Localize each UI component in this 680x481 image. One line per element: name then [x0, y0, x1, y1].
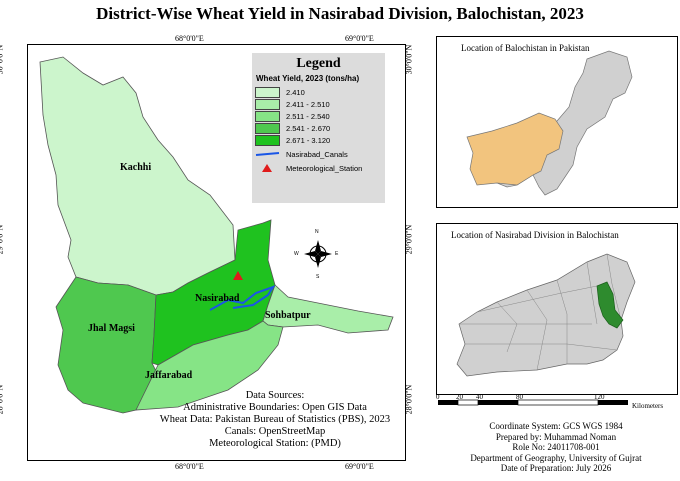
south-label: S	[316, 274, 320, 280]
legend-row: 2.541 - 2.670	[255, 122, 385, 134]
north-label: N	[315, 229, 319, 235]
nasirabad-division-region	[596, 281, 624, 329]
meteorological-station-marker	[233, 271, 243, 280]
balochistan-region	[466, 112, 564, 186]
legend-row: 2.410	[255, 86, 385, 98]
legend-row: 2.511 - 2.540	[255, 110, 385, 122]
label-nasirabad: Nasirabad	[195, 293, 240, 304]
lon-tick-bottom-68: 68°0'0"E	[175, 462, 204, 471]
info-line: Prepared by: Muhammad Noman	[495, 431, 617, 442]
scale-tick: 40	[476, 393, 483, 401]
map-title: District-Wise Wheat Yield in Nasirabad D…	[96, 4, 584, 23]
info-line: Department of Geography, University of G…	[470, 452, 642, 463]
legend-swatch	[255, 134, 280, 146]
legend-swatch	[255, 110, 280, 122]
lat-tick-left-29: 29°0'0"N	[0, 224, 5, 255]
scale-bar	[438, 399, 628, 406]
map-info-block: Coordinate System: GCS WGS 1984 Prepared…	[436, 421, 676, 474]
legend-swatch	[255, 122, 280, 134]
main-map	[39, 56, 394, 414]
data-sources: Data Sources: Administrative Boundaries:…	[140, 390, 410, 450]
sources-line: Canals: OpenStreetMap	[224, 426, 326, 437]
legend-row-canals: Nasirabad_Canals	[255, 148, 385, 160]
lon-tick-top-69: 69°0'0"E	[345, 34, 374, 43]
lon-tick-top-68: 68°0'0"E	[175, 34, 204, 43]
canal-line-icon	[255, 151, 280, 156]
lon-tick-bottom-69: 69°0'0"E	[345, 462, 374, 471]
legend-label: 2.411 - 2.510	[286, 99, 330, 109]
legend-label: 2.541 - 2.670	[286, 123, 331, 133]
lat-tick-right-29: 29°0'0"N	[404, 224, 414, 255]
legend-swatch	[255, 98, 280, 110]
west-label: W	[294, 251, 299, 257]
triangle-icon	[262, 164, 272, 172]
inset-pakistan-title: Location of Balochistan in Pakistan	[461, 43, 590, 53]
district-sohbatpur	[262, 284, 394, 334]
scale-tick: 80	[516, 393, 523, 401]
sources-line: Administrative Boundaries: Open GIS Data	[183, 402, 367, 413]
lat-tick-left-30: 30°0'0"N	[0, 44, 5, 75]
inset-pakistan-map	[466, 50, 633, 196]
legend-row: 2.671 - 3.120	[255, 134, 385, 146]
sources-line: Meteorological Station: (PMD)	[209, 438, 341, 449]
scale-unit: Kilometers	[632, 402, 664, 410]
legend-label: 2.671 - 3.120	[286, 135, 331, 145]
inset-balochistan-map	[456, 253, 636, 377]
district-boundaries	[459, 253, 622, 371]
scale-tick: 20	[456, 393, 463, 401]
inset-balochistan-frame: Location of Nasirabad Division in Baloch…	[436, 223, 678, 395]
legend-row-station: Meteorological_Station	[255, 162, 385, 174]
legend-canals-label: Nasirabad_Canals	[286, 149, 348, 159]
legend-title: Legend	[296, 56, 341, 71]
legend-swatch	[255, 86, 280, 98]
legend-row: 2.411 - 2.510	[255, 98, 385, 110]
east-label: E	[335, 251, 339, 257]
label-jhal-magsi: Jhal Magsi	[88, 323, 135, 334]
canal-line	[209, 285, 276, 311]
label-kachhi: Kachhi	[120, 162, 152, 173]
legend-label: 2.410	[286, 87, 305, 97]
info-line: Date of Preparation: July 2026	[500, 463, 612, 473]
info-line: Coordinate System: GCS WGS 1984	[489, 421, 623, 431]
sources-heading: Data Sources:	[245, 390, 305, 401]
info-line: Role No: 24011708-001	[512, 442, 600, 452]
lat-tick-right-30: 30°0'0"N	[404, 44, 414, 75]
north-arrow-icon	[304, 240, 332, 268]
label-sohbatpur: Sohbatpur	[265, 310, 311, 321]
inset-pakistan-frame: Location of Balochistan in Pakistan	[436, 36, 678, 208]
lat-tick-left-28: 28°0'0"N	[0, 384, 5, 415]
district-jaffarabad	[135, 320, 284, 411]
legend-station-label: Meteorological_Station	[286, 163, 363, 173]
legend-subtitle: Wheat Yield, 2023 (tons/ha)	[256, 74, 360, 83]
legend-box: Legend Wheat Yield, 2023 (tons/ha) 2.410…	[252, 53, 385, 203]
legend-label: 2.511 - 2.540	[286, 111, 330, 121]
inset-balochistan-title: Location of Nasirabad Division in Baloch…	[451, 230, 619, 240]
label-jaffarabad: Jaffarabad	[145, 370, 193, 381]
scale-tick: 120	[594, 393, 605, 401]
district-kachhi	[39, 56, 236, 296]
sources-line: Wheat Data: Pakistan Bureau of Statistic…	[159, 414, 391, 425]
scale-tick: 0	[436, 393, 440, 401]
